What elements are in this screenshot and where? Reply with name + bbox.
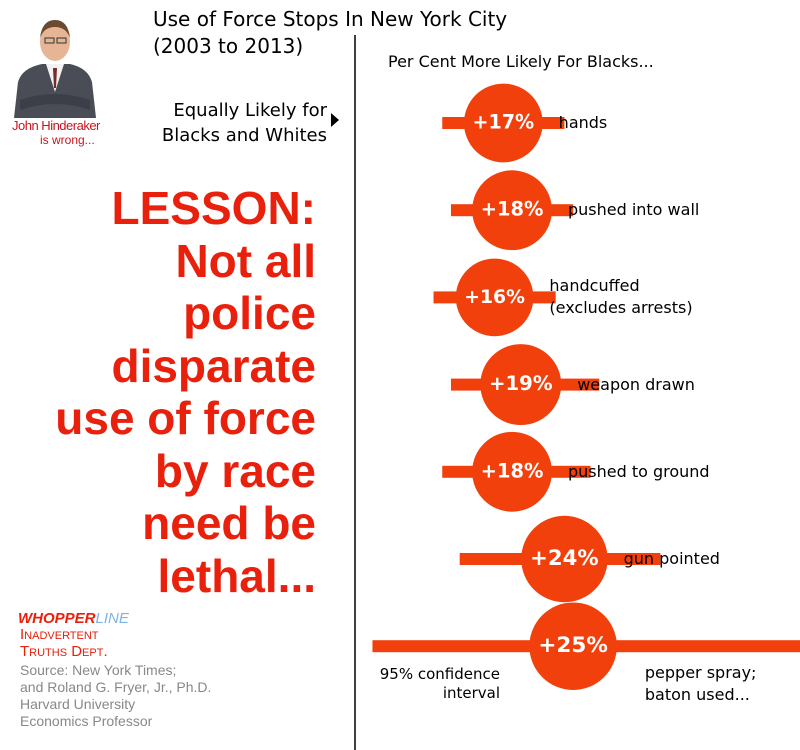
estimate	[521, 515, 608, 603]
logo: WHOPPERLINE	[18, 610, 129, 627]
tie	[53, 68, 57, 88]
category-label: handcuffed (excludes arrests)	[549, 276, 693, 318]
category-label: pepper spray; baton used...	[644, 663, 757, 705]
photo-note: is wrong...	[40, 133, 95, 147]
estimate	[480, 344, 562, 426]
category-label: pushed into wall	[567, 200, 700, 220]
value-label: +16%	[464, 287, 525, 308]
head	[40, 23, 70, 61]
arms	[20, 94, 90, 110]
value-label: +18%	[481, 198, 544, 221]
category-label: gun pointed	[623, 549, 720, 568]
chart-subtitle: Per Cent More Likely For Blacks...	[388, 52, 654, 71]
source: Source: New York Times; and Roland G. Fr…	[20, 662, 212, 729]
value-label: +18%	[481, 459, 544, 482]
estimate	[463, 83, 543, 163]
logo-line: Inadvertent	[20, 626, 99, 643]
logo-brand: WHOPPER	[18, 610, 96, 627]
chart-title: Use of Force Stops In New York City (200…	[153, 7, 508, 58]
lesson: LESSON: Not all police disparate use of …	[55, 182, 316, 602]
estimate	[455, 258, 534, 337]
hair	[40, 20, 70, 38]
logo-brand: LINE	[95, 610, 129, 627]
value-label: +24%	[530, 545, 598, 570]
reference-pointer	[331, 113, 339, 127]
glasses	[56, 37, 67, 44]
category-label: pushed to ground	[567, 461, 710, 481]
logo-line: Truths Dept.	[20, 643, 108, 660]
estimate	[472, 170, 552, 251]
category-label: weapon drawn	[577, 374, 695, 394]
estimate	[529, 602, 617, 690]
value-label: +19%	[489, 372, 553, 395]
value-label: +25%	[538, 633, 607, 658]
photo-caption: John Hinderaker	[12, 118, 100, 133]
estimate	[472, 431, 552, 512]
value-label: +17%	[472, 111, 534, 134]
ci-label: 95% confidence interval	[379, 665, 500, 702]
category-label: hands	[558, 113, 608, 132]
photo	[8, 8, 100, 118]
glasses	[44, 37, 55, 44]
reference-label: Equally Likely for Blacks and Whites	[161, 100, 327, 146]
